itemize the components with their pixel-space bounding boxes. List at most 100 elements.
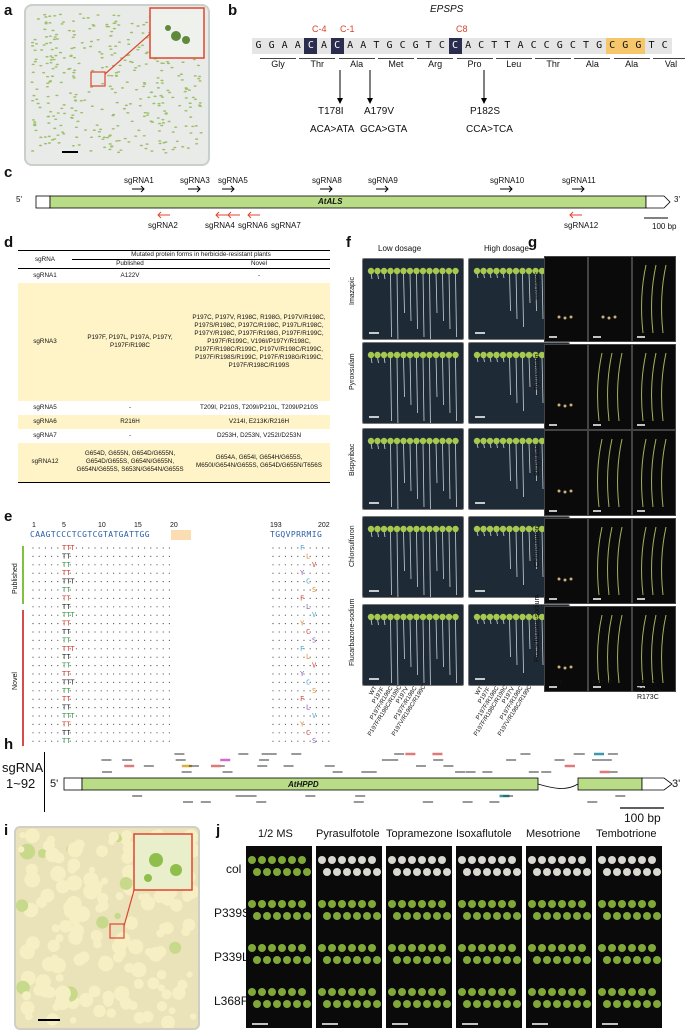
j-plate-photo [526,890,592,934]
sequence-base: A [465,40,472,51]
svg-text:S: S [312,586,316,594]
header-novel: Novel [250,260,268,267]
g-plate-photo [588,430,632,516]
panel-label-c: c [4,164,13,181]
j-plate-photo [246,890,312,934]
svg-text:Y: Y [300,670,305,678]
amino-acid-label: Met [377,58,414,69]
j-row-label: P339L [214,950,249,964]
svg-text:TT: TT [62,586,71,594]
sequence-base: T [373,40,380,51]
sequence-base: G [618,38,632,54]
sequence-base: T [425,40,432,51]
panel-label-j: j [216,822,221,839]
tick-1: 1 [32,522,36,529]
g-plate-photo [588,606,632,692]
sequence-base: G [412,40,419,51]
panel-label-a: a [4,2,13,19]
svg-text:V: V [312,611,317,619]
svg-text:TT: TT [62,687,71,695]
amino-acid-label: Leu [495,58,532,69]
sgrna12-label: sgRNA12 [564,221,599,230]
hppd-3prime: 3' [672,778,681,790]
g-plate-photo [544,256,588,342]
g-plate-photo [544,606,588,692]
amino-acid-label: Ala [574,58,611,69]
hppd-scale-label: 100 bp [624,811,661,825]
table-row: sgRNA1 A122V - [33,271,261,279]
svg-text:TT: TT [62,636,71,644]
svg-text:C: C [306,628,310,636]
g-genotype-triple: P171V/ R172C/ R173C [636,680,660,701]
sgrna1-label: sgRNA1 [124,176,154,185]
sequence-base: C [569,40,576,51]
sequence-base: A [517,40,524,51]
sequence-base: T [648,40,655,51]
j-row-label: col [226,862,242,876]
svg-text:TT: TT [62,695,71,703]
seedling-plate-photo [24,4,210,166]
sgrna6-label: sgRNA6 [238,221,268,230]
sgrna9-label: sgRNA9 [368,176,398,185]
sequence-base: C [605,38,619,54]
g-plate-photo [588,256,632,342]
table-row: sgRNA6 R216H V214I, E213K/R216H [18,414,330,429]
svg-text:TTT: TTT [62,678,75,686]
j-column-header: 1/2 MS [258,828,293,840]
svg-text:TT: TT [62,670,71,678]
low-dosage-header: Low dosage [378,244,422,253]
j-plate-photo [386,846,452,890]
svg-text:TT: TT [62,561,71,569]
atals-scale-label: 100 bp [652,222,677,231]
svg-text:L: L [306,653,310,661]
svg-text:C: C [306,729,310,737]
svg-text:Y: Y [300,569,305,577]
g-plate-photo [632,344,676,430]
svg-text:V: V [312,662,317,670]
j-plate-photo [246,846,312,890]
sequence-base: T [504,40,511,51]
j-column-header: Isoxaflutole [456,828,512,840]
hppd-sgrna-label: sgRNA [2,760,44,775]
position-c8: C8 [456,24,468,34]
pam-highlight [171,530,191,540]
sequence-base: G [386,40,393,51]
g-plate-photo [544,344,588,430]
amino-acid-label: Ala [338,58,375,69]
j-plate-photo [316,846,382,890]
amino-acid-label: Pro [456,58,493,69]
mutation-t178i: T178I [318,106,344,117]
svg-text:TT: TT [62,569,71,577]
mutation-arrows [337,70,487,104]
position-c-4: C-4 [312,24,327,34]
svg-text:F: F [300,544,304,552]
g-genotype-wt: WT [552,680,563,687]
svg-text:F: F [300,695,304,703]
reference-dna-seq: CAAGTCCCTCGTCGTATGATTGG [30,530,150,539]
svg-text:TTT: TTT [62,712,75,720]
svg-text:TT: TT [62,737,71,745]
herbicide-pyroxsulam: Pyroxsulam [349,353,356,390]
g-plate-photo [632,256,676,342]
j-plate-photo [456,934,522,978]
j-plate-photo [526,934,592,978]
herbicide-plate-photo [362,516,464,598]
j-plate-photo [596,934,662,978]
j-plate-photo [246,934,312,978]
svg-text:TT: TT [62,552,71,560]
svg-text:S: S [312,636,316,644]
svg-text:TT: TT [62,729,71,737]
j-column-header: Mesotrione [526,828,581,840]
svg-text:L: L [306,603,310,611]
j-plate-photo [386,934,452,978]
mutation-table: sgRNA Mutated protein forms in herbicide… [18,250,330,483]
j-plate-photo [316,890,382,934]
g-plate-photo [544,518,588,604]
panel-label-i: i [4,822,9,839]
mutation-a179v: A179V [364,106,395,117]
svg-text:V: V [312,561,317,569]
j-row-label: L368F [214,994,249,1008]
table-row: sgRNA5- T209I, P210S, T209I/P210L, T209I/… [33,403,319,411]
amino-acid-label: Thr [299,58,336,69]
